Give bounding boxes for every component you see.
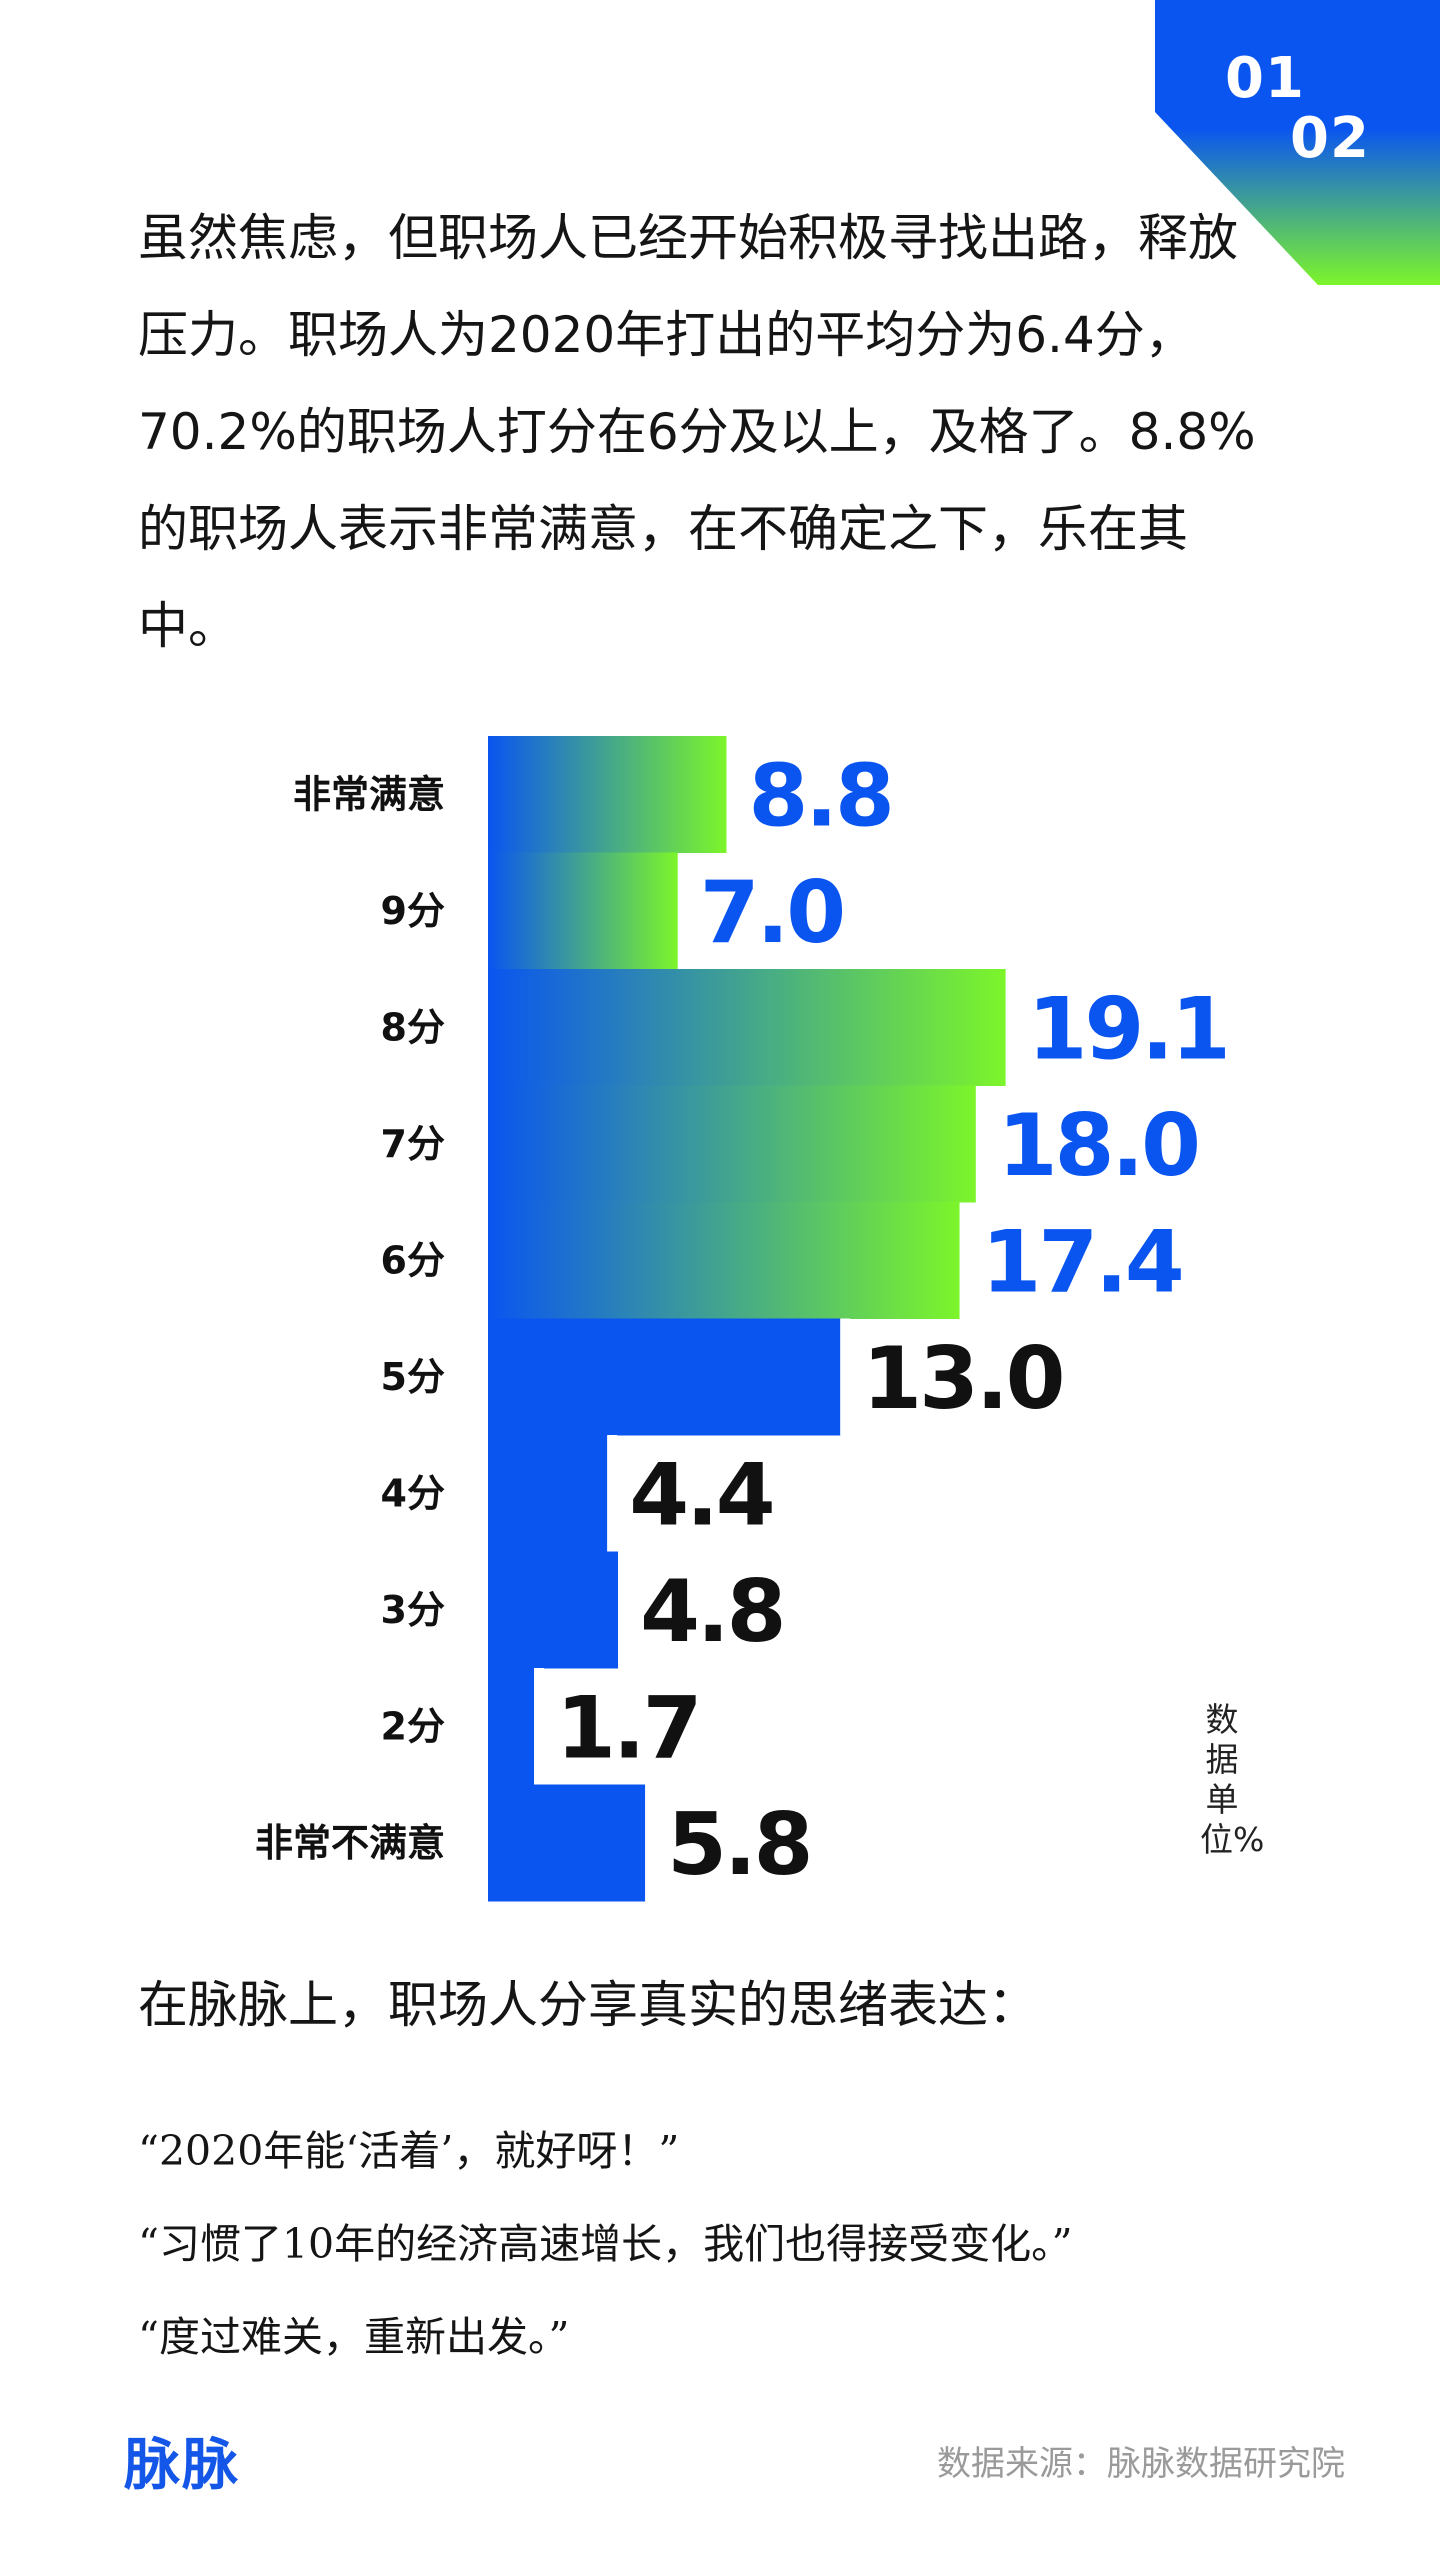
bar-1 <box>488 736 727 853</box>
bar-8 <box>488 1551 619 1669</box>
bar-7 <box>488 1435 608 1552</box>
value-label: 5.8 <box>667 1795 810 1895</box>
value-gap <box>645 1784 656 1901</box>
data-source: 数据来源：脉脉数据研究院 <box>937 2444 1345 2484</box>
value-label: 19.1 <box>1028 979 1228 1079</box>
bar-4 <box>488 1085 976 1203</box>
category-label: 非常不满意 <box>255 1821 445 1865</box>
value-gap <box>840 1318 851 1435</box>
value-gap <box>618 1551 629 1668</box>
category-label: 9分 <box>381 889 445 933</box>
quote-item: “度过难关，重新出发。” <box>138 2313 570 2361</box>
quotes-list: “2020年能‘活着’，就好呀！” “习惯了10年的经济高速增长，我们也得接受变… <box>138 2105 1338 2384</box>
category-label: 2分 <box>381 1704 445 1748</box>
bar-6 <box>488 1318 841 1436</box>
bar-9 <box>488 1668 535 1785</box>
value-gap <box>534 1668 545 1785</box>
value-label: 4.8 <box>640 1562 783 1662</box>
category-label: 3分 <box>381 1588 445 1632</box>
quote-item: “2020年能‘活着’，就好呀！” <box>138 2127 680 2175</box>
bar-10 <box>488 1784 646 1902</box>
category-label: 5分 <box>381 1355 445 1399</box>
value-label: 17.4 <box>982 1212 1182 1312</box>
value-label: 8.8 <box>748 746 891 846</box>
share-title: 在脉脉上，职场人分享真实的思绪表达： <box>138 1976 1038 2034</box>
bar-5 <box>488 1202 960 1319</box>
category-label: 7分 <box>381 1122 445 1166</box>
value-label: 13.0 <box>862 1329 1062 1429</box>
intro-paragraph: 虽然焦虑，但职场人已经开始积极寻找出路，释放压力。职场人为2020年打出的平均分… <box>138 209 1256 655</box>
page-number-current: 01 <box>1225 46 1305 111</box>
category-label: 4分 <box>381 1471 445 1515</box>
quote-item: “习惯了10年的经济高速增长，我们也得接受变化。” <box>138 2220 1073 2268</box>
value-label: 4.4 <box>629 1445 772 1545</box>
page-number-total: 02 <box>1290 106 1370 171</box>
value-label: 18.0 <box>998 1096 1198 1196</box>
unit-note: 数据单位% <box>1200 1700 1265 1859</box>
value-label: 1.7 <box>556 1678 699 1778</box>
bar-2 <box>488 852 678 970</box>
value-gap <box>607 1435 618 1552</box>
bar-3 <box>488 969 1006 1086</box>
brand-logo: 脉脉 <box>124 2433 240 2498</box>
category-label: 6分 <box>381 1238 445 1282</box>
category-label: 非常满意 <box>293 772 445 816</box>
value-label: 7.0 <box>700 863 843 963</box>
category-label: 8分 <box>381 1005 445 1049</box>
